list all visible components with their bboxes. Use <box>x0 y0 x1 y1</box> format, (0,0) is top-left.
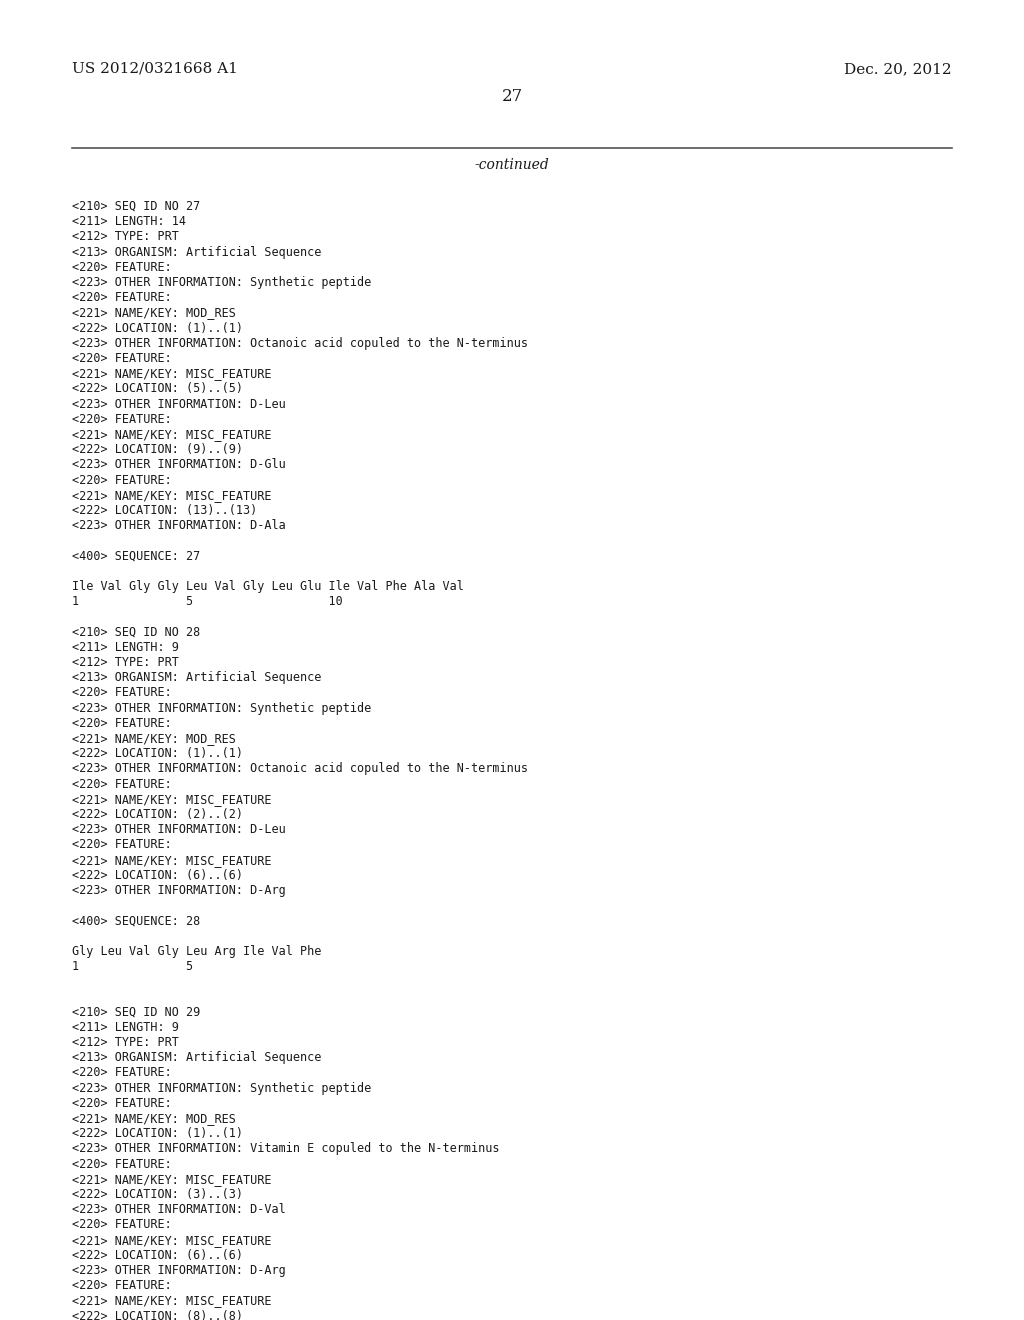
Text: <213> ORGANISM: Artificial Sequence: <213> ORGANISM: Artificial Sequence <box>72 671 322 684</box>
Text: <220> FEATURE:: <220> FEATURE: <box>72 292 172 304</box>
Text: <220> FEATURE:: <220> FEATURE: <box>72 777 172 791</box>
Text: 1               5: 1 5 <box>72 960 194 973</box>
Text: <223> OTHER INFORMATION: D-Val: <223> OTHER INFORMATION: D-Val <box>72 1204 286 1216</box>
Text: <223> OTHER INFORMATION: Synthetic peptide: <223> OTHER INFORMATION: Synthetic pepti… <box>72 1081 372 1094</box>
Text: <220> FEATURE:: <220> FEATURE: <box>72 261 172 273</box>
Text: <221> NAME/KEY: MISC_FEATURE: <221> NAME/KEY: MISC_FEATURE <box>72 1295 271 1307</box>
Text: <222> LOCATION: (1)..(1): <222> LOCATION: (1)..(1) <box>72 747 243 760</box>
Text: US 2012/0321668 A1: US 2012/0321668 A1 <box>72 62 238 77</box>
Text: <222> LOCATION: (6)..(6): <222> LOCATION: (6)..(6) <box>72 1249 243 1262</box>
Text: <210> SEQ ID NO 27: <210> SEQ ID NO 27 <box>72 201 201 213</box>
Text: <221> NAME/KEY: MISC_FEATURE: <221> NAME/KEY: MISC_FEATURE <box>72 854 271 867</box>
Text: <220> FEATURE:: <220> FEATURE: <box>72 352 172 366</box>
Text: <222> LOCATION: (1)..(1): <222> LOCATION: (1)..(1) <box>72 1127 243 1140</box>
Text: 1               5                   10: 1 5 10 <box>72 595 343 609</box>
Text: <221> NAME/KEY: MISC_FEATURE: <221> NAME/KEY: MISC_FEATURE <box>72 1234 271 1246</box>
Text: <211> LENGTH: 9: <211> LENGTH: 9 <box>72 1020 179 1034</box>
Text: <223> OTHER INFORMATION: D-Leu: <223> OTHER INFORMATION: D-Leu <box>72 397 286 411</box>
Text: <220> FEATURE:: <220> FEATURE: <box>72 838 172 851</box>
Text: <212> TYPE: PRT: <212> TYPE: PRT <box>72 1036 179 1049</box>
Text: <222> LOCATION: (3)..(3): <222> LOCATION: (3)..(3) <box>72 1188 243 1201</box>
Text: <222> LOCATION: (1)..(1): <222> LOCATION: (1)..(1) <box>72 322 243 334</box>
Text: <220> FEATURE:: <220> FEATURE: <box>72 717 172 730</box>
Text: <221> NAME/KEY: MISC_FEATURE: <221> NAME/KEY: MISC_FEATURE <box>72 488 271 502</box>
Text: <400> SEQUENCE: 27: <400> SEQUENCE: 27 <box>72 549 201 562</box>
Text: <223> OTHER INFORMATION: D-Arg: <223> OTHER INFORMATION: D-Arg <box>72 1265 286 1276</box>
Text: Ile Val Gly Gly Leu Val Gly Leu Glu Ile Val Phe Ala Val: Ile Val Gly Gly Leu Val Gly Leu Glu Ile … <box>72 579 464 593</box>
Text: <220> FEATURE:: <220> FEATURE: <box>72 1218 172 1232</box>
Text: <213> ORGANISM: Artificial Sequence: <213> ORGANISM: Artificial Sequence <box>72 246 322 259</box>
Text: <211> LENGTH: 9: <211> LENGTH: 9 <box>72 640 179 653</box>
Text: <211> LENGTH: 14: <211> LENGTH: 14 <box>72 215 186 228</box>
Text: <223> OTHER INFORMATION: Octanoic acid copuled to the N-terminus: <223> OTHER INFORMATION: Octanoic acid c… <box>72 763 528 775</box>
Text: <222> LOCATION: (9)..(9): <222> LOCATION: (9)..(9) <box>72 444 243 457</box>
Text: <221> NAME/KEY: MISC_FEATURE: <221> NAME/KEY: MISC_FEATURE <box>72 793 271 805</box>
Text: Gly Leu Val Gly Leu Arg Ile Val Phe: Gly Leu Val Gly Leu Arg Ile Val Phe <box>72 945 322 958</box>
Text: -continued: -continued <box>475 158 549 172</box>
Text: <210> SEQ ID NO 28: <210> SEQ ID NO 28 <box>72 626 201 639</box>
Text: <210> SEQ ID NO 29: <210> SEQ ID NO 29 <box>72 1006 201 1019</box>
Text: <212> TYPE: PRT: <212> TYPE: PRT <box>72 231 179 243</box>
Text: <220> FEATURE:: <220> FEATURE: <box>72 1158 172 1171</box>
Text: <223> OTHER INFORMATION: D-Leu: <223> OTHER INFORMATION: D-Leu <box>72 824 286 836</box>
Text: <223> OTHER INFORMATION: D-Ala: <223> OTHER INFORMATION: D-Ala <box>72 519 286 532</box>
Text: <212> TYPE: PRT: <212> TYPE: PRT <box>72 656 179 669</box>
Text: <221> NAME/KEY: MISC_FEATURE: <221> NAME/KEY: MISC_FEATURE <box>72 428 271 441</box>
Text: <221> NAME/KEY: MOD_RES: <221> NAME/KEY: MOD_RES <box>72 733 236 744</box>
Text: <223> OTHER INFORMATION: D-Glu: <223> OTHER INFORMATION: D-Glu <box>72 458 286 471</box>
Text: <400> SEQUENCE: 28: <400> SEQUENCE: 28 <box>72 915 201 928</box>
Text: <220> FEATURE:: <220> FEATURE: <box>72 413 172 426</box>
Text: <220> FEATURE:: <220> FEATURE: <box>72 1067 172 1080</box>
Text: <222> LOCATION: (13)..(13): <222> LOCATION: (13)..(13) <box>72 504 257 517</box>
Text: <221> NAME/KEY: MOD_RES: <221> NAME/KEY: MOD_RES <box>72 1111 236 1125</box>
Text: <220> FEATURE:: <220> FEATURE: <box>72 1279 172 1292</box>
Text: <220> FEATURE:: <220> FEATURE: <box>72 474 172 487</box>
Text: Dec. 20, 2012: Dec. 20, 2012 <box>845 62 952 77</box>
Text: <221> NAME/KEY: MISC_FEATURE: <221> NAME/KEY: MISC_FEATURE <box>72 1172 271 1185</box>
Text: <223> OTHER INFORMATION: Vitamin E copuled to the N-terminus: <223> OTHER INFORMATION: Vitamin E copul… <box>72 1142 500 1155</box>
Text: <222> LOCATION: (8)..(8): <222> LOCATION: (8)..(8) <box>72 1309 243 1320</box>
Text: <221> NAME/KEY: MISC_FEATURE: <221> NAME/KEY: MISC_FEATURE <box>72 367 271 380</box>
Text: <223> OTHER INFORMATION: Synthetic peptide: <223> OTHER INFORMATION: Synthetic pepti… <box>72 702 372 714</box>
Text: <223> OTHER INFORMATION: D-Arg: <223> OTHER INFORMATION: D-Arg <box>72 884 286 898</box>
Text: <220> FEATURE:: <220> FEATURE: <box>72 1097 172 1110</box>
Text: <222> LOCATION: (2)..(2): <222> LOCATION: (2)..(2) <box>72 808 243 821</box>
Text: <221> NAME/KEY: MOD_RES: <221> NAME/KEY: MOD_RES <box>72 306 236 319</box>
Text: <223> OTHER INFORMATION: Synthetic peptide: <223> OTHER INFORMATION: Synthetic pepti… <box>72 276 372 289</box>
Text: <220> FEATURE:: <220> FEATURE: <box>72 686 172 700</box>
Text: <222> LOCATION: (5)..(5): <222> LOCATION: (5)..(5) <box>72 383 243 396</box>
Text: 27: 27 <box>502 88 522 106</box>
Text: <223> OTHER INFORMATION: Octanoic acid copuled to the N-terminus: <223> OTHER INFORMATION: Octanoic acid c… <box>72 337 528 350</box>
Text: <213> ORGANISM: Artificial Sequence: <213> ORGANISM: Artificial Sequence <box>72 1051 322 1064</box>
Text: <222> LOCATION: (6)..(6): <222> LOCATION: (6)..(6) <box>72 869 243 882</box>
